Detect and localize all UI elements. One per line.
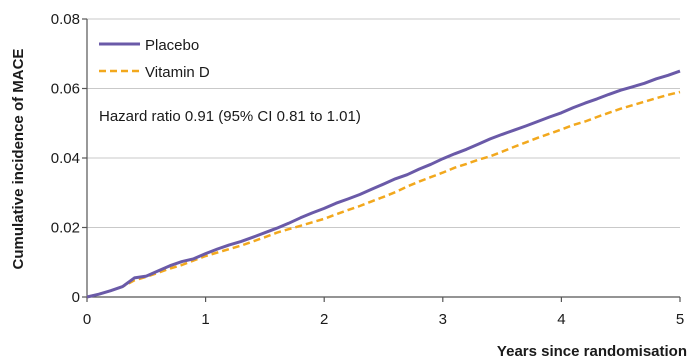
y-tick-label-2: 0.04 (51, 150, 80, 167)
x-tick-label-0: 0 (83, 311, 91, 328)
x-tick-label-4: 4 (557, 311, 565, 328)
y-tick-label-0: 0 (72, 289, 80, 306)
x-tick-label-3: 3 (439, 311, 447, 328)
y-tick-label-4: 0.08 (51, 11, 80, 28)
tick-labels: 0 0.02 0.04 0.06 0.08 0 1 2 3 4 5 (51, 11, 684, 328)
y-axis-title: Cumulative incidence of MACE (10, 49, 27, 270)
axes (82, 18, 681, 302)
x-tick-label-2: 2 (320, 311, 328, 328)
legend-label-placebo: Placebo (145, 37, 199, 54)
series-lines (86, 69, 681, 299)
x-axis-title: Years since randomisation (497, 343, 687, 360)
x-tick-label-5: 5 (676, 311, 684, 328)
series-line-vitamin-d (86, 90, 681, 299)
y-tick-label-1: 0.02 (51, 220, 80, 237)
series-line-placebo (86, 69, 681, 299)
x-tick-label-1: 1 (201, 311, 209, 328)
y-tick-label-3: 0.06 (51, 81, 80, 98)
hazard-ratio-annotation: Hazard ratio 0.91 (95% CI 0.81 to 1.01) (99, 108, 361, 125)
grid-lines (87, 18, 680, 228)
legend-label-vitamin-d: Vitamin D (145, 64, 210, 81)
legend: Placebo Vitamin D (99, 37, 210, 81)
